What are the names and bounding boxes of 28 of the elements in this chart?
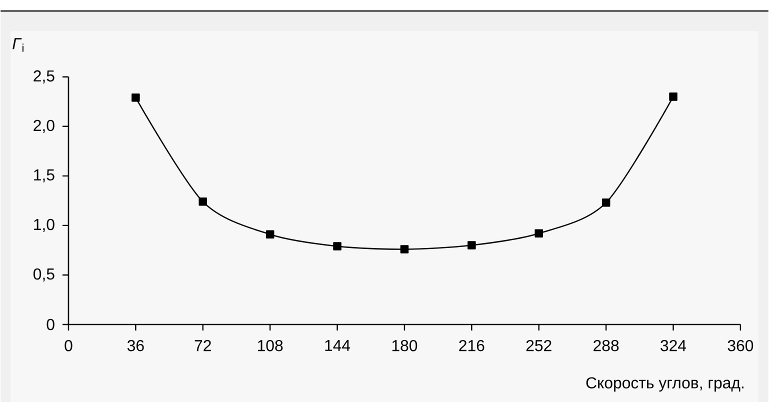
x-tick-label: 324: [660, 340, 686, 352]
y-axis-title: Г$_{i}$: [12, 38, 24, 52]
x-tick-label: 360: [728, 340, 754, 352]
point: [602, 198, 610, 207]
y-tick-label: 1,5: [34, 169, 54, 182]
x-tick-label: 144: [325, 340, 350, 351]
point: [132, 93, 140, 102]
point: [266, 230, 274, 238]
point: [669, 92, 678, 101]
point: [333, 242, 342, 250]
x-tick-label: 252: [526, 340, 552, 352]
x-tick-label: 180: [392, 340, 418, 352]
point: [468, 240, 476, 250]
y-tick-label: 2,0: [34, 120, 54, 133]
x-tick-label: 36: [127, 340, 144, 352]
y-tick-label: 1,0: [34, 218, 54, 232]
y-tick-label: 0,5: [34, 268, 54, 282]
x-tick-label: 72: [194, 340, 211, 351]
point: [198, 197, 208, 206]
y-tick-label: 2,5: [34, 70, 54, 84]
x-tick-label: 288: [594, 340, 619, 352]
x-tick-label: 216: [459, 340, 484, 352]
point: [534, 229, 543, 238]
y-tick-label: 0: [46, 318, 54, 330]
x-tick-label: 108: [258, 340, 283, 352]
point: [400, 244, 409, 254]
x-axis-title: Скорость углов, град.: [586, 377, 744, 392]
x-tick-label: 0: [64, 340, 72, 352]
